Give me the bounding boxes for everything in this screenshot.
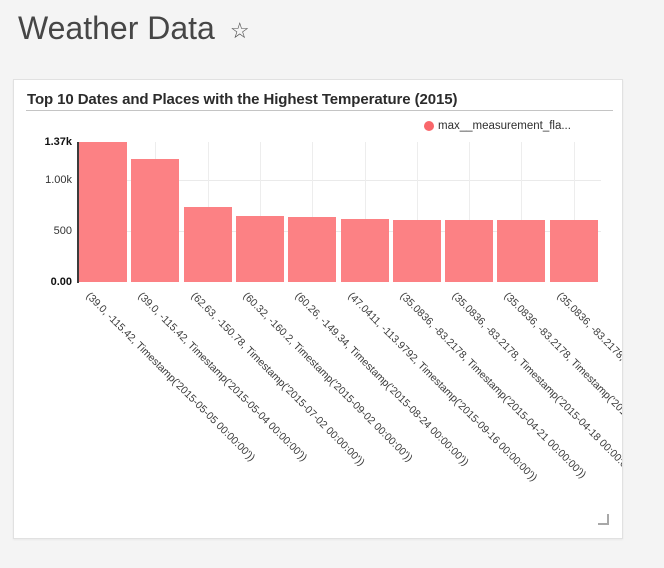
v-gridline (469, 142, 471, 282)
chart-title: Top 10 Dates and Places with the Highest… (27, 91, 458, 108)
h-gridline (79, 179, 601, 181)
card-resize-handle-icon[interactable] (598, 514, 609, 525)
legend-color-dot-icon (424, 121, 434, 131)
x-tick-label: (47.0411, -113.9792, Timestamp('2015-09-… (345, 290, 539, 484)
bar[interactable] (79, 142, 127, 282)
plot-area (77, 142, 601, 283)
h-gridline (79, 230, 601, 232)
star-favorite-icon[interactable]: ☆ (229, 17, 250, 43)
x-tick-label: (35.0836, -83.2178, Timesta (554, 290, 623, 392)
bar[interactable] (392, 219, 441, 282)
y-axis-ticks: 1.37k 1.00k 500 0.00 (14, 80, 72, 300)
x-tick-label: (35.0836, -83.2178, Timestamp('2015-04-2… (397, 290, 589, 481)
bar[interactable] (497, 220, 546, 282)
x-tick-label: (60.32, -160.2, Timestamp('2015-09-02 00… (240, 290, 415, 465)
y-tick-label: 500 (53, 224, 72, 237)
title-divider (26, 110, 613, 111)
bar[interactable] (183, 206, 232, 282)
v-gridline (416, 142, 418, 282)
bar[interactable] (288, 216, 337, 282)
x-tick-label: (35.0836, -83.2178, Timestamp('2015-04- (501, 290, 623, 436)
legend-item[interactable]: max__measurement_fla... (424, 120, 571, 132)
v-gridline (573, 142, 575, 282)
bar[interactable] (235, 215, 284, 282)
page-title: Weather Data (18, 10, 215, 46)
y-axis-line (77, 142, 79, 283)
bar[interactable] (445, 219, 494, 282)
page-header: Weather Data ☆ (18, 10, 250, 47)
x-tick-label: (60.26, -149.34, Timestamp('2015-08-24 0… (292, 290, 472, 469)
v-gridline (521, 142, 523, 282)
y-tick-label: 1.00k (45, 173, 72, 186)
bar[interactable] (131, 159, 180, 282)
x-tick-label: (35.0836, -83.2178, Timestamp('2015-04-1… (449, 290, 623, 481)
y-tick-label: 1.37k (44, 136, 72, 148)
x-tick-label: (62.63, -150.78, Timestamp('2015-07-02 0… (188, 290, 367, 469)
y-tick-label: 0.00 (50, 276, 72, 288)
x-tick-label: (39.0, -115.42, Timestamp('2015-05-05 00… (83, 290, 258, 464)
bar[interactable] (549, 220, 598, 282)
legend-label: max__measurement_fla... (438, 120, 571, 132)
v-gridline (259, 142, 261, 282)
v-gridline (312, 142, 314, 282)
bar[interactable] (340, 219, 389, 282)
v-gridline (364, 142, 366, 282)
x-tick-label: (39.0, -115.42, Timestamp('2015-05-04 00… (135, 290, 310, 464)
chart-card: Top 10 Dates and Places with the Highest… (13, 79, 623, 539)
